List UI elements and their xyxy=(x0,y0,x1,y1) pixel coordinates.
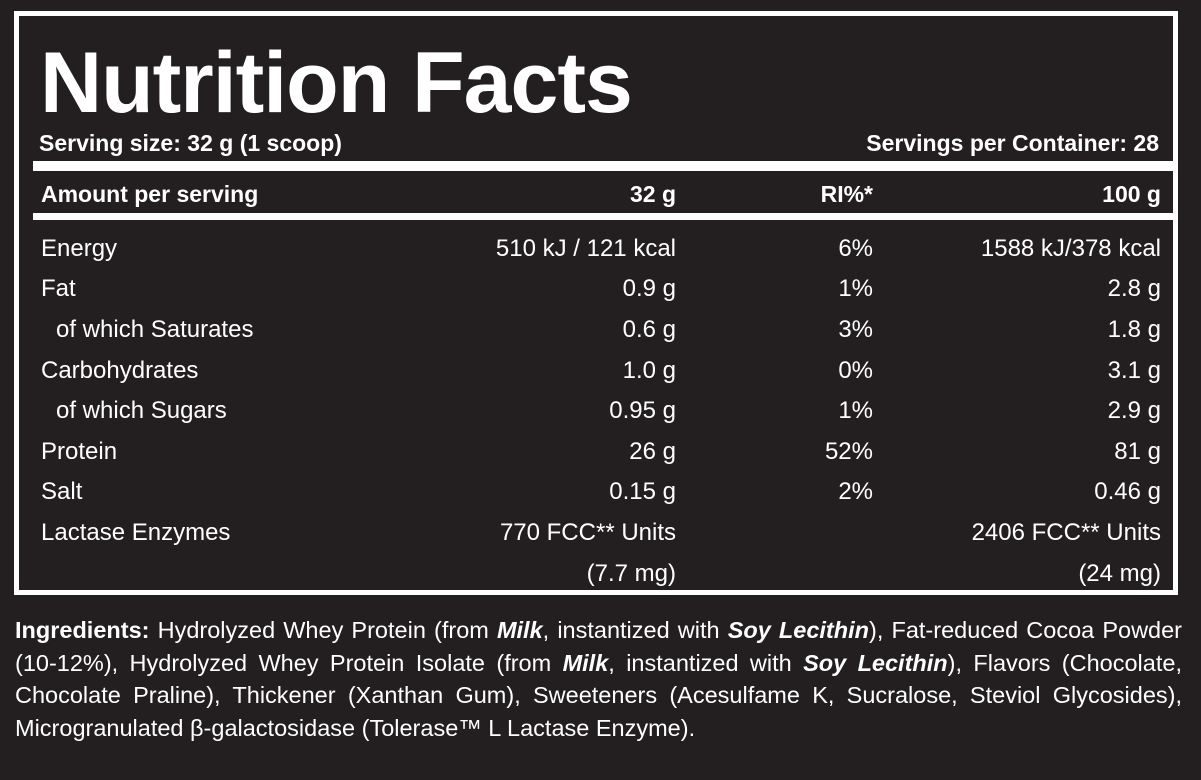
serving-size: Serving size: 32 g (1 scoop) xyxy=(39,130,342,156)
row-label: Carbohydrates xyxy=(41,357,199,384)
row-per-serving: 510 kJ / 121 kcal xyxy=(495,235,676,262)
row-label: Fat xyxy=(41,275,76,302)
ingredients-segment: ), Flavors (Chocolate, Chocolate Praline… xyxy=(15,649,1182,741)
table-row: (7.7 mg) (24 mg) xyxy=(19,554,1173,594)
allergen: Milk xyxy=(496,617,543,643)
table-row: Fat 0.9 g 1% 2.8 g xyxy=(19,269,1173,309)
row-ri: 3% xyxy=(838,316,873,343)
header-per-100g: 100 g xyxy=(1102,181,1161,207)
allergen: Milk xyxy=(562,649,609,676)
row-per-100g: 81 g xyxy=(1114,438,1161,465)
divider-medium xyxy=(33,213,1173,220)
divider-thick xyxy=(33,161,1173,171)
row-per-serving: 1.0 g xyxy=(622,357,676,384)
row-per-serving: 770 FCC** Units xyxy=(499,519,676,546)
row-ri: 1% xyxy=(838,397,873,424)
row-per-serving: 0.15 g xyxy=(609,478,676,505)
servings-per-container: Servings per Container: 28 xyxy=(866,130,1159,156)
table-row: of which Saturates 0.6 g 3% 1.8 g xyxy=(19,310,1173,350)
ingredients-label: Ingredients: xyxy=(15,617,150,643)
row-label: of which Sugars xyxy=(56,397,227,424)
header-label: Amount per serving xyxy=(41,181,259,207)
row-per-serving: 0.95 g xyxy=(609,397,676,424)
allergen: Soy Lecithin xyxy=(727,617,869,643)
table-row: of which Sugars 0.95 g 1% 2.9 g xyxy=(19,391,1173,431)
nutrition-panel: Nutrition Facts Serving size: 32 g (1 sc… xyxy=(14,11,1178,595)
ingredients-segment: , instantized with xyxy=(542,617,728,643)
header-per-serving: 32 g xyxy=(629,181,676,207)
row-label: of which Saturates xyxy=(56,316,254,343)
row-per-serving: 0.9 g xyxy=(622,275,676,302)
row-ri: 2% xyxy=(838,478,873,505)
row-label: Salt xyxy=(41,478,83,505)
header-ri: RI%* xyxy=(820,181,873,207)
row-per-100g: (24 mg) xyxy=(1078,560,1161,587)
serving-info: Serving size: 32 g (1 scoop) Servings pe… xyxy=(39,130,1159,157)
row-per-100g: 1.8 g xyxy=(1107,316,1161,343)
ingredients-segment: Hydrolyzed Whey Protein (from xyxy=(149,617,497,643)
row-per-100g: 2406 FCC** Units xyxy=(971,519,1161,546)
table-row: Lactase Enzymes 770 FCC** Units 2406 FCC… xyxy=(19,513,1173,553)
row-label: Energy xyxy=(41,235,118,262)
table-row: Salt 0.15 g 2% 0.46 g xyxy=(19,472,1173,512)
row-ri: 0% xyxy=(838,357,873,384)
table-row: Carbohydrates 1.0 g 0% 3.1 g xyxy=(19,351,1173,391)
row-ri: 6% xyxy=(838,235,873,262)
row-per-serving: 26 g xyxy=(629,438,676,465)
row-per-100g: 3.1 g xyxy=(1107,357,1161,384)
row-per-serving: 0.6 g xyxy=(622,316,676,343)
row-ri: 52% xyxy=(824,438,873,465)
ingredients-segment: , instantized with xyxy=(608,649,804,676)
table-row: Energy 510 kJ / 121 kcal 6% 1588 kJ/378 … xyxy=(19,229,1173,269)
row-per-100g: 1588 kJ/378 kcal xyxy=(980,235,1161,262)
ingredients-segment: ), Fat-reduced Cocoa Powder (10-12%), Hy… xyxy=(15,617,1183,676)
row-per-100g: 0.46 g xyxy=(1094,478,1161,505)
table-row: Protein 26 g 52% 81 g xyxy=(19,432,1173,472)
ingredients-text: Ingredients: Hydrolyzed Whey Protein (fr… xyxy=(15,614,1182,744)
row-per-serving: (7.7 mg) xyxy=(586,560,676,587)
row-per-100g: 2.8 g xyxy=(1107,275,1161,302)
row-label: Lactase Enzymes xyxy=(41,519,231,546)
row-ri: 1% xyxy=(838,275,873,302)
allergen: Soy Lecithin xyxy=(803,649,948,676)
page-title: Nutrition Facts xyxy=(40,35,633,131)
row-label: Protein xyxy=(41,438,118,465)
table-header: Amount per serving 32 g RI%* 100 g xyxy=(19,174,1173,214)
row-per-100g: 2.9 g xyxy=(1107,397,1161,424)
